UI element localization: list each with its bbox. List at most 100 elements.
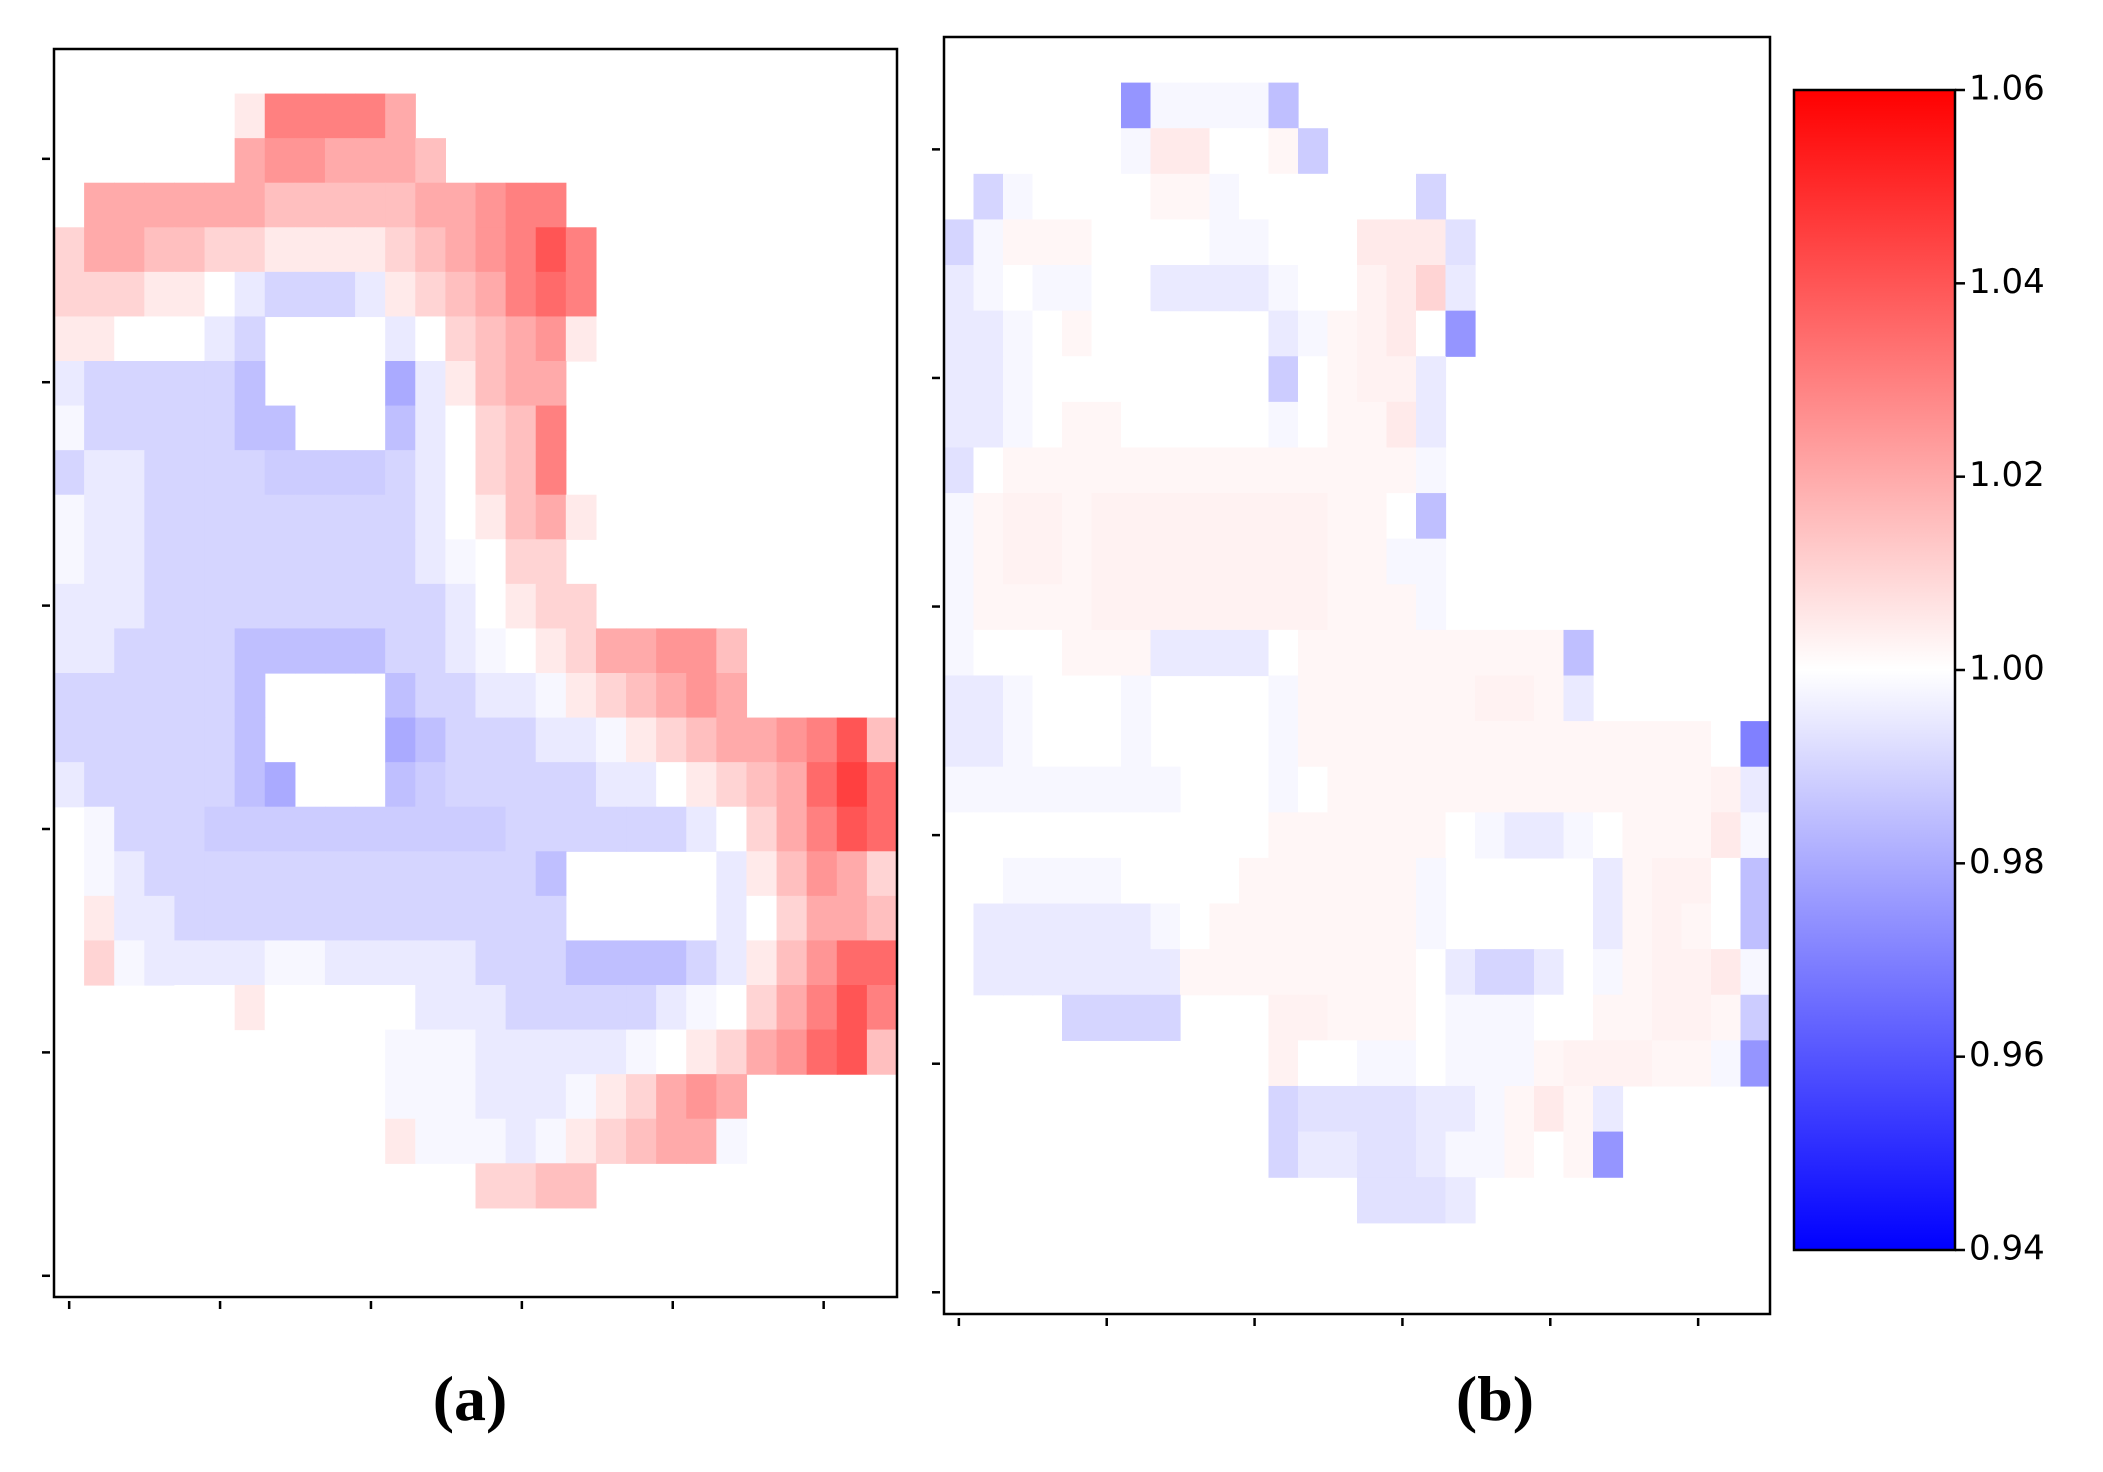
heatmap-cell <box>535 985 567 1031</box>
heatmap-cell <box>1416 538 1447 585</box>
heatmap-cell <box>1416 1131 1447 1178</box>
heatmap-cell <box>445 673 477 719</box>
heatmap-cell <box>1268 447 1299 494</box>
heatmap-cell <box>324 539 356 585</box>
heatmap-cell <box>1062 310 1093 357</box>
heatmap-cell <box>1239 82 1270 129</box>
heatmap-cell <box>973 493 1004 540</box>
heatmap-cell <box>1091 629 1122 677</box>
heatmap-cell <box>806 985 838 1031</box>
heatmap-cell <box>264 851 296 897</box>
heatmap-cell <box>1268 721 1299 768</box>
heatmap-cell <box>1121 82 1152 129</box>
heatmap-cell <box>144 806 176 852</box>
heatmap-cell <box>1445 1085 1476 1133</box>
heatmap-cell <box>415 361 446 407</box>
heatmap-cell <box>1593 994 1624 1041</box>
heatmap-cell <box>385 851 416 897</box>
heatmap-cell <box>385 895 416 942</box>
heatmap-cell <box>475 539 507 585</box>
heatmap-cell <box>475 271 507 318</box>
heatmap-cell <box>1239 493 1270 540</box>
heatmap-cell <box>656 628 687 674</box>
heatmap-cell <box>445 1029 477 1075</box>
heatmap-cell <box>1091 219 1122 266</box>
heatmap-cell <box>565 1118 597 1164</box>
heatmap-cell <box>1327 447 1358 494</box>
heatmap-cell <box>944 766 975 813</box>
heatmap-cell <box>836 895 868 942</box>
heatmap-cell <box>415 940 446 986</box>
heatmap-cell <box>1121 356 1152 403</box>
heatmap-cell <box>1386 265 1417 312</box>
heatmap-cell <box>1445 994 1476 1041</box>
heatmap-cell <box>1327 903 1358 950</box>
heatmap-cell <box>1003 812 1034 859</box>
heatmap-cell <box>1032 493 1063 540</box>
heatmap-cell <box>1268 356 1299 403</box>
heatmap-cell <box>1327 629 1358 677</box>
heatmap-cell <box>1298 493 1329 540</box>
heatmap-cell <box>1622 994 1653 1041</box>
heatmap-cell <box>84 717 115 763</box>
heatmap-cell <box>324 138 356 184</box>
heatmap-cell <box>1062 949 1093 996</box>
heatmap-cell <box>1386 949 1417 996</box>
heatmap-cell <box>1475 949 1506 996</box>
heatmap-cell <box>1593 1131 1624 1178</box>
heatmap-cell <box>1534 721 1565 768</box>
heatmap-cell <box>324 494 356 540</box>
heatmap-cell <box>1003 173 1034 221</box>
heatmap-cell <box>1209 173 1240 221</box>
heatmap-cell <box>1121 857 1152 905</box>
heatmap-cell <box>565 583 597 630</box>
heatmap-cell <box>264 895 296 942</box>
heatmap-cell <box>1268 401 1299 449</box>
heatmap-cell <box>866 762 898 808</box>
heatmap-cell <box>1652 721 1683 768</box>
heatmap-cell <box>1681 857 1712 905</box>
heatmap-cell <box>445 539 477 585</box>
heatmap-cell <box>1416 857 1447 905</box>
heatmap-cell <box>144 361 176 407</box>
heatmap-cell <box>1563 629 1594 677</box>
heatmap-cell <box>505 316 537 362</box>
heatmap-cell <box>385 494 416 540</box>
heatmap-cell <box>385 450 416 496</box>
heatmap-cell <box>1386 675 1417 722</box>
heatmap-cell <box>1003 310 1034 357</box>
heatmap-cell <box>1563 766 1594 813</box>
heatmap-cell <box>1121 447 1152 494</box>
heatmap-cell <box>174 985 206 1031</box>
heatmap-cell <box>385 182 416 228</box>
heatmap-cell <box>355 271 386 318</box>
heatmap-cell <box>1711 812 1742 859</box>
heatmap-cell <box>1357 903 1388 950</box>
heatmap-cell <box>776 895 808 942</box>
heatmap-cell <box>1740 903 1771 950</box>
heatmap-cell <box>385 361 416 407</box>
heatmap-cell <box>1180 128 1211 175</box>
heatmap-cell <box>806 762 838 808</box>
heatmap-cell <box>1563 1040 1594 1087</box>
heatmap-cell <box>1327 721 1358 768</box>
heatmap-cell <box>1563 812 1594 859</box>
heatmap-cell <box>84 940 115 986</box>
heatmap-cell <box>1622 1040 1653 1087</box>
heatmap-cell <box>1121 219 1152 266</box>
heatmap-cell <box>1652 994 1683 1041</box>
heatmap-cell <box>204 316 236 362</box>
heatmap-cell <box>385 985 416 1031</box>
heatmap-cell <box>1091 584 1122 631</box>
heatmap-cell <box>1740 766 1771 813</box>
heatmap-cell <box>866 940 898 986</box>
heatmap-cell <box>973 401 1004 449</box>
heatmap-cell <box>475 806 507 852</box>
heatmap-cell <box>174 539 206 585</box>
heatmap-cell <box>1416 401 1447 449</box>
heatmap-cell <box>505 227 537 273</box>
heatmap-cell <box>1386 401 1417 449</box>
heatmap-cell <box>1239 538 1270 585</box>
heatmap-cell <box>114 271 145 318</box>
heatmap-cell <box>1298 1131 1329 1178</box>
